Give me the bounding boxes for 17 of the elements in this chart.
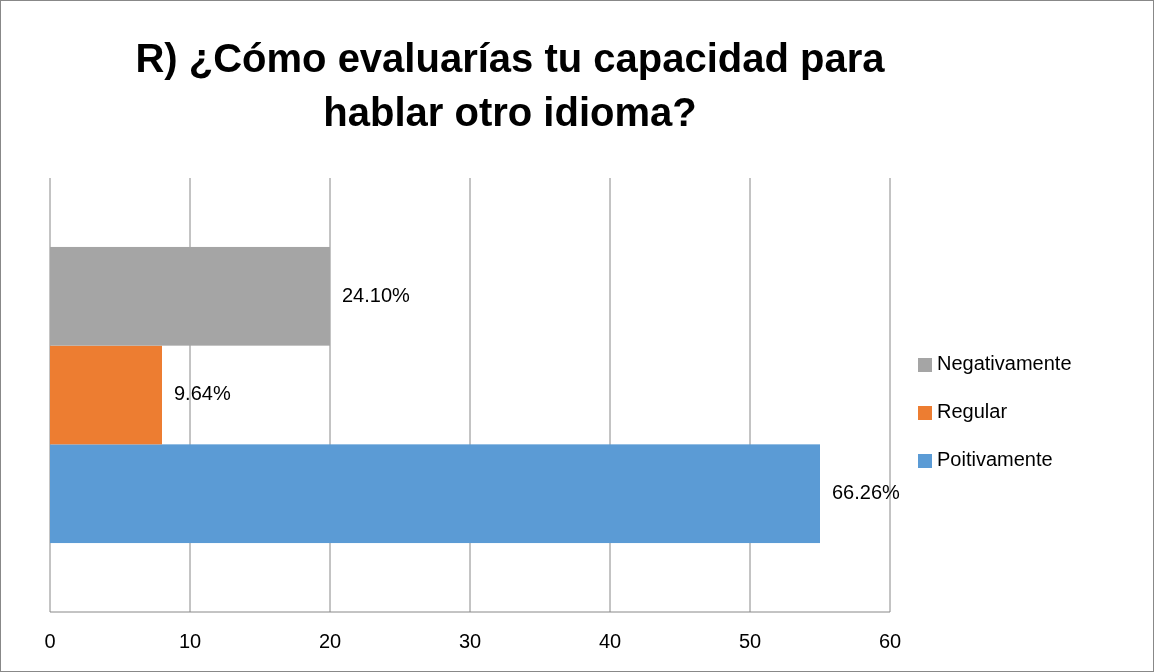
bar <box>50 246 330 346</box>
bar <box>50 345 162 445</box>
legend-label: Poitivamente <box>937 448 1053 471</box>
bar <box>50 444 820 544</box>
x-tick-label: 30 <box>458 630 482 652</box>
legend-label: Negativamente <box>937 352 1072 375</box>
x-tick-label: 40 <box>598 630 622 652</box>
chart-title: R) ¿Cómo evaluarías tu capacidad para hablar otro idioma? <box>135 36 886 134</box>
x-tick-label: 50 <box>738 630 762 652</box>
annotation: 66.26% <box>832 480 901 503</box>
annotation: 9.64% <box>174 382 231 405</box>
x-tick-label: 60 <box>878 630 902 652</box>
x-tick-label: 20 <box>318 630 342 652</box>
x-tick-label: 0 <box>44 630 56 652</box>
legend-label: Regular <box>937 400 1008 423</box>
annotation: 24.10% <box>342 283 411 306</box>
x-tick-label: 10 <box>178 630 202 652</box>
